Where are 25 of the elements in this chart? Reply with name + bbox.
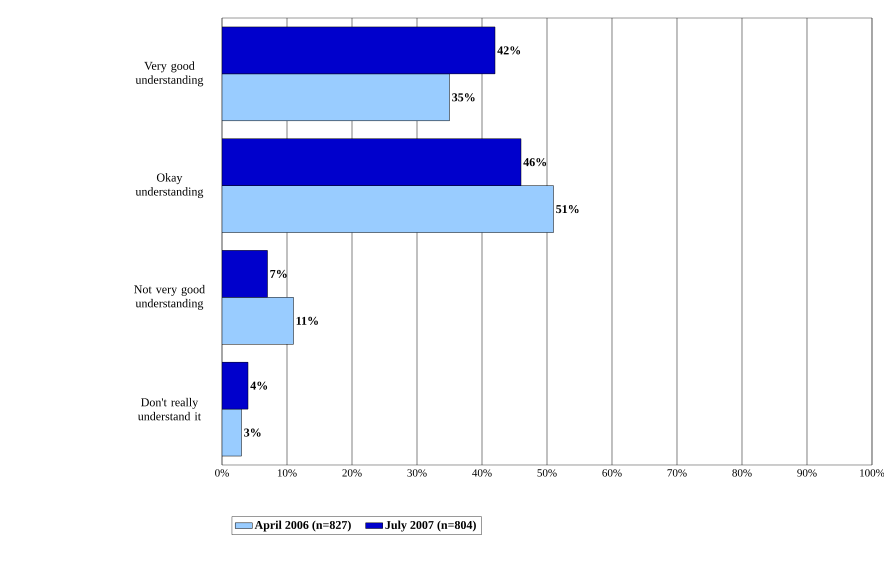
data-label: 46%: [523, 158, 546, 166]
x-tick-label: 80%: [732, 469, 752, 477]
y-tick-label: Not very good understanding: [134, 284, 205, 310]
data-label: 42%: [497, 46, 520, 54]
data-label: 3%: [244, 428, 261, 437]
data-label: 4%: [250, 382, 268, 390]
data-label: 35%: [452, 93, 475, 102]
x-tick-label: 10%: [278, 469, 297, 477]
legend-label: April 2006 (n=827): [254, 520, 351, 532]
x-tick-label: 60%: [602, 469, 622, 477]
legend-label: July 2007 (n=804): [385, 520, 476, 532]
data-label: 11%: [296, 316, 318, 325]
x-tick-label: 0%: [215, 469, 229, 477]
x-tick-label: 70%: [668, 469, 687, 477]
x-tick-label: 90%: [797, 469, 817, 477]
x-tick-label: 50%: [538, 469, 557, 477]
y-tick-label: Don't really understand it: [138, 398, 202, 420]
x-tick-label: 40%: [472, 469, 492, 477]
data-label: 7%: [270, 270, 287, 278]
y-tick-label: Very good understanding: [136, 61, 204, 86]
y-tick-label: Okay understanding: [136, 173, 204, 198]
data-label: 51%: [556, 205, 579, 214]
x-tick-label: 20%: [342, 469, 362, 477]
x-tick-label: 30%: [407, 469, 427, 477]
x-tick-label: 100%: [860, 469, 884, 477]
